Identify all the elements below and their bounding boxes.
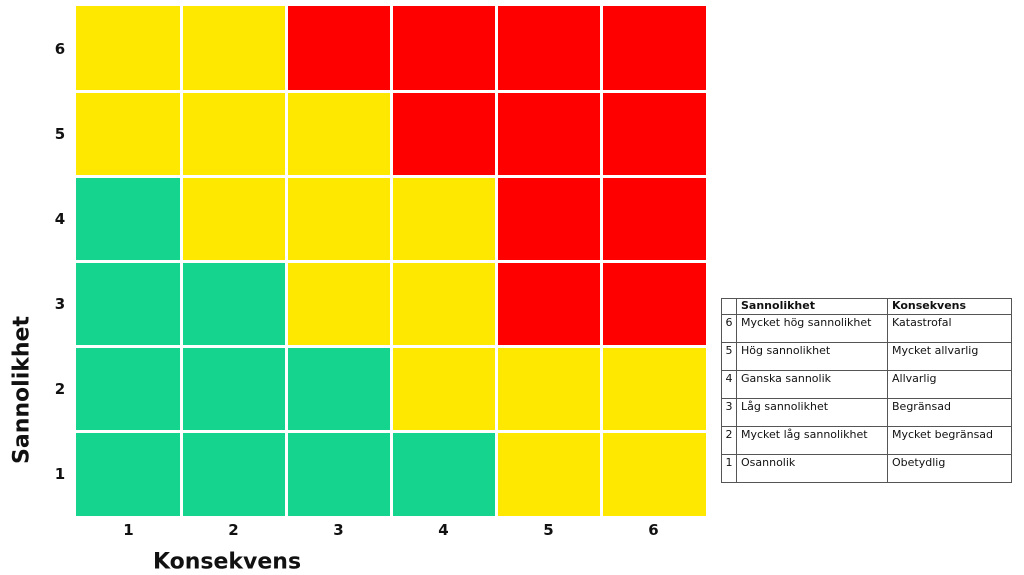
risk-cell-6-1 — [76, 6, 180, 90]
legend-num: 2 — [721, 426, 737, 455]
risk-cell-6-2 — [182, 6, 285, 90]
risk-cell-3-3 — [287, 262, 390, 345]
legend-sannolikhet: Mycket hög sannolikhet — [736, 314, 888, 343]
y-axis-label: Sannolikhet — [9, 316, 35, 464]
risk-cell-2-5 — [497, 347, 600, 430]
legend-konsekvens: Mycket allvarlig — [887, 342, 1012, 371]
x-tick-label: 4 — [438, 521, 449, 539]
y-tick-label: 1 — [54, 464, 66, 483]
risk-cell-3-4 — [392, 262, 495, 345]
x-axis-label: Konsekvens — [152, 549, 302, 575]
legend-num: 3 — [721, 398, 737, 427]
risk-cell-6-5 — [497, 6, 600, 90]
legend-sannolikhet: Låg sannolikhet — [736, 398, 888, 427]
risk-cell-5-5 — [497, 92, 600, 175]
y-tick-label: 3 — [54, 294, 66, 313]
legend-sannolikhet: Osannolik — [736, 454, 888, 483]
risk-cell-1-4 — [392, 432, 495, 516]
risk-cell-1-3 — [287, 432, 390, 516]
legend-header-konsekvens: Konsekvens — [887, 298, 1012, 315]
legend-header-num — [721, 298, 737, 315]
x-tick-label: 1 — [123, 521, 134, 539]
y-tick-label: 5 — [54, 124, 66, 143]
legend-konsekvens: Obetydlig — [887, 454, 1012, 483]
legend-row: 1 Osannolik Obetydlig — [721, 454, 1012, 483]
risk-cell-5-2 — [182, 92, 285, 175]
legend-konsekvens: Allvarlig — [887, 370, 1012, 399]
y-tick-label: 2 — [54, 379, 66, 398]
x-tick-label: 5 — [543, 521, 554, 539]
risk-cell-4-1 — [76, 177, 180, 260]
risk-cell-1-1 — [76, 432, 180, 516]
legend-header-sannolikhet: Sannolikhet — [736, 298, 888, 315]
legend-row: 3 Låg sannolikhet Begränsad — [721, 398, 1012, 427]
risk-cell-4-5 — [497, 177, 600, 260]
risk-cell-1-5 — [497, 432, 600, 516]
legend-sannolikhet: Hög sannolikhet — [736, 342, 888, 371]
legend-header-row: Sannolikhet Konsekvens — [721, 298, 1012, 315]
risk-cell-5-6 — [602, 92, 706, 175]
legend-row: 2 Mycket låg sannolikhet Mycket begränsa… — [721, 426, 1012, 455]
legend-row: 6 Mycket hög sannolikhet Katastrofal — [721, 314, 1012, 343]
risk-cell-2-4 — [392, 347, 495, 430]
risk-matrix — [76, 6, 706, 516]
risk-cell-4-2 — [182, 177, 285, 260]
risk-cell-3-2 — [182, 262, 285, 345]
risk-cell-3-6 — [602, 262, 706, 345]
risk-cell-5-4 — [392, 92, 495, 175]
risk-cell-4-4 — [392, 177, 495, 260]
legend-row: 4 Ganska sannolik Allvarlig — [721, 370, 1012, 399]
risk-cell-4-6 — [602, 177, 706, 260]
legend-num: 4 — [721, 370, 737, 399]
risk-cell-3-5 — [497, 262, 600, 345]
risk-cell-6-6 — [602, 6, 706, 90]
risk-cell-5-3 — [287, 92, 390, 175]
risk-cell-3-1 — [76, 262, 180, 345]
y-tick-label: 6 — [54, 39, 66, 58]
risk-cell-6-4 — [392, 6, 495, 90]
legend-num: 5 — [721, 342, 737, 371]
risk-cell-6-3 — [287, 6, 390, 90]
legend-sannolikhet: Ganska sannolik — [736, 370, 888, 399]
risk-cell-2-6 — [602, 347, 706, 430]
risk-cell-2-1 — [76, 347, 180, 430]
legend-konsekvens: Begränsad — [887, 398, 1012, 427]
risk-cell-4-3 — [287, 177, 390, 260]
legend-konsekvens: Katastrofal — [887, 314, 1012, 343]
risk-cell-1-6 — [602, 432, 706, 516]
legend-table: Sannolikhet Konsekvens 6 Mycket hög sann… — [721, 298, 1012, 483]
risk-cell-2-3 — [287, 347, 390, 430]
risk-cell-5-1 — [76, 92, 180, 175]
x-tick-label: 6 — [648, 521, 659, 539]
legend-num: 6 — [721, 314, 737, 343]
x-tick-label: 2 — [228, 521, 239, 539]
legend-konsekvens: Mycket begränsad — [887, 426, 1012, 455]
y-tick-label: 4 — [54, 209, 66, 228]
risk-cell-2-2 — [182, 347, 285, 430]
legend-sannolikhet: Mycket låg sannolikhet — [736, 426, 888, 455]
legend-row: 5 Hög sannolikhet Mycket allvarlig — [721, 342, 1012, 371]
x-tick-label: 3 — [333, 521, 344, 539]
legend-num: 1 — [721, 454, 737, 483]
risk-cell-1-2 — [182, 432, 285, 516]
